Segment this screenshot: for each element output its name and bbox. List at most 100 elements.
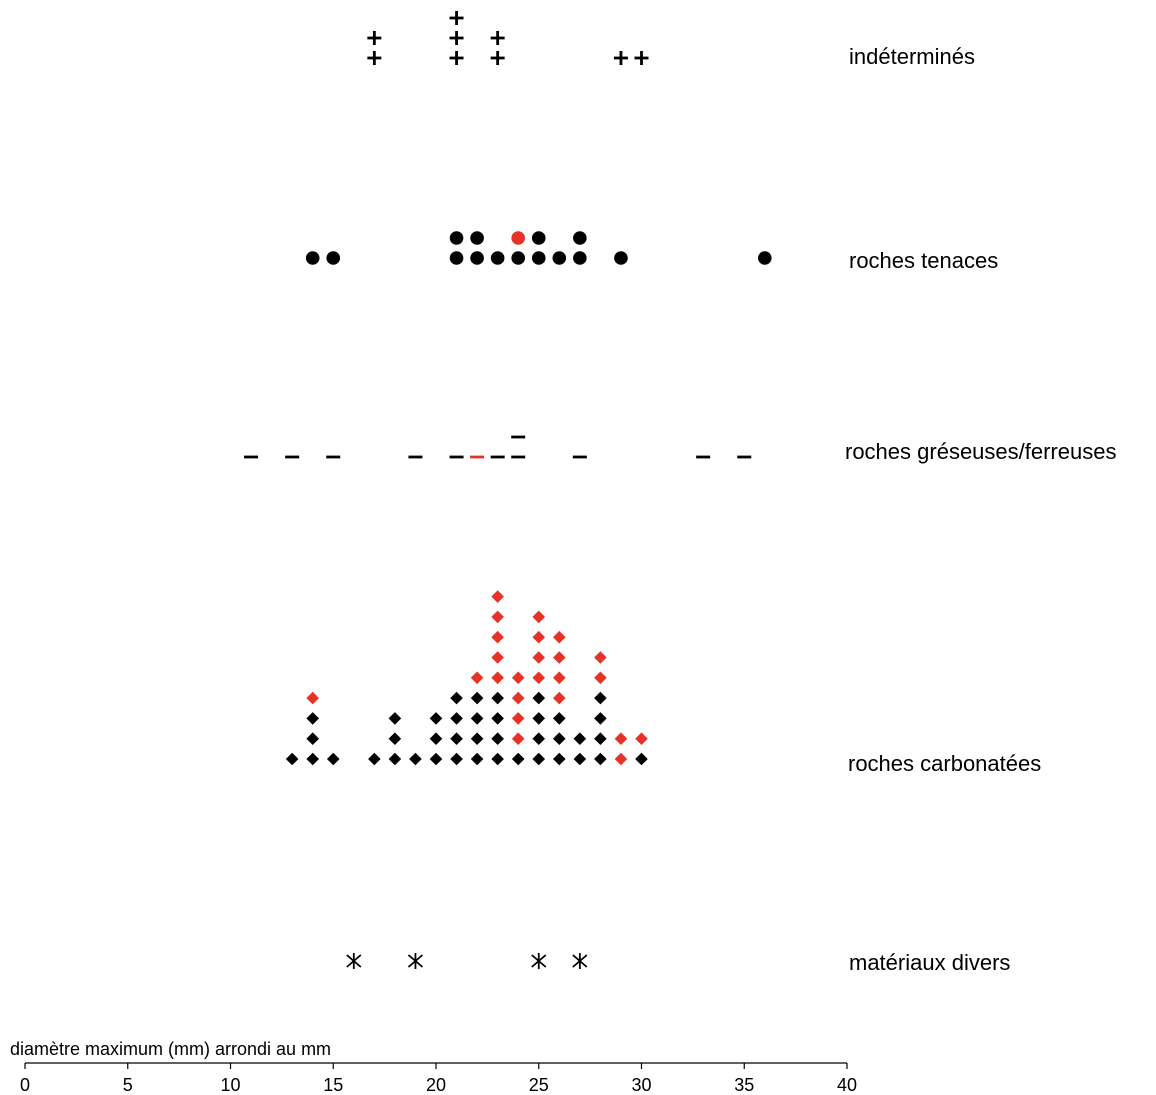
diamond-marker: [594, 691, 607, 705]
diamond-marker: [614, 732, 628, 745]
diamond-marker: [532, 651, 546, 664]
diamond-marker: [594, 712, 607, 725]
x-tick-label: 5: [123, 1075, 133, 1095]
category-label-roches-tenaces: roches tenaces: [849, 248, 998, 273]
diamond-marker: [306, 732, 319, 745]
x-tick-label: 40: [837, 1075, 857, 1095]
circle-marker: [449, 251, 464, 265]
plus-marker: [449, 11, 464, 25]
diamond-marker: [553, 752, 566, 766]
plus-marker: [449, 31, 464, 45]
diamond-marker: [594, 732, 607, 745]
x-tick-label: 35: [734, 1075, 754, 1095]
diamond-marker: [532, 691, 546, 705]
diamond-marker: [491, 610, 504, 624]
diamond-marker: [491, 590, 504, 603]
diamond-marker: [511, 712, 525, 725]
diamond-marker: [553, 671, 566, 685]
circle-marker: [511, 231, 525, 245]
circle-marker: [511, 251, 525, 265]
plus-marker: [367, 51, 382, 65]
circle-marker: [470, 231, 484, 245]
diamond-marker: [306, 691, 319, 705]
diamond-marker: [470, 752, 484, 766]
circle-marker: [573, 231, 587, 245]
diamond-marker: [491, 752, 504, 766]
diamond-marker: [326, 752, 340, 766]
plus-marker: [490, 51, 505, 65]
diamond-marker: [450, 691, 463, 705]
plus-marker: [449, 51, 464, 65]
diamond-marker: [409, 752, 422, 766]
diamond-marker: [532, 712, 546, 725]
plus-marker: [613, 51, 628, 65]
circle-marker: [490, 251, 505, 265]
plus-marker: [634, 51, 649, 65]
circle-marker: [531, 251, 546, 265]
asterisk-marker: [531, 953, 547, 969]
circle-marker: [326, 251, 341, 265]
category-label-materiaux-divers: matériaux divers: [849, 950, 1010, 975]
plus-marker: [367, 31, 382, 45]
diamond-marker: [285, 752, 299, 766]
diamond-marker: [470, 671, 484, 685]
circle-marker: [573, 251, 587, 265]
diamond-marker: [368, 752, 381, 766]
diamond-marker: [532, 630, 546, 644]
diamond-marker: [470, 691, 484, 705]
diamond-marker: [594, 671, 607, 685]
diamond-marker: [491, 671, 504, 685]
diamond-marker: [388, 732, 402, 745]
diamond-marker: [553, 651, 566, 664]
diamond-marker: [573, 732, 587, 745]
circle-marker: [470, 251, 484, 265]
plot-marks: [244, 11, 772, 969]
diamond-marker: [614, 752, 628, 766]
diamond-marker: [553, 712, 566, 725]
diamond-marker: [388, 752, 402, 766]
category-label-indetermines: indéterminés: [849, 44, 975, 69]
diamond-marker: [450, 732, 463, 745]
diamond-marker: [491, 712, 504, 725]
x-tick-label: 30: [631, 1075, 651, 1095]
diamond-marker: [450, 712, 463, 725]
diamond-marker: [491, 732, 504, 745]
diamond-marker: [573, 752, 587, 766]
diamond-marker: [532, 671, 546, 685]
diamond-marker: [511, 691, 525, 705]
diamond-marker: [511, 671, 525, 685]
diamond-marker: [470, 732, 484, 745]
category-label-roches-greseuses-ferreuses: roches gréseuses/ferreuses: [845, 439, 1116, 464]
circle-marker: [614, 251, 628, 265]
asterisk-marker: [407, 953, 424, 969]
diamond-marker: [450, 752, 463, 766]
diamond-marker: [470, 712, 484, 725]
circle-marker: [449, 231, 464, 245]
diamond-marker: [594, 752, 607, 766]
x-axis-ticks: 0 5 10 15 20 25 30 35 40: [20, 1063, 857, 1095]
x-axis-title: diamètre maximum (mm) arrondi au mm: [10, 1039, 331, 1059]
diamond-marker: [429, 732, 443, 745]
x-tick-label: 25: [529, 1075, 549, 1095]
diamond-marker: [306, 712, 319, 725]
x-tick-label: 0: [20, 1075, 30, 1095]
diamond-marker: [635, 732, 648, 745]
diamond-marker: [306, 752, 319, 766]
x-tick-label: 20: [426, 1075, 446, 1095]
diamond-marker: [594, 651, 607, 664]
diamond-marker: [553, 630, 566, 644]
plus-marker: [490, 31, 505, 45]
diamond-marker: [491, 651, 504, 664]
circle-marker: [531, 231, 546, 245]
diamond-marker: [511, 732, 525, 745]
diamond-marker: [553, 691, 566, 705]
diamond-marker: [429, 752, 443, 766]
circle-marker: [758, 251, 772, 265]
diamond-marker: [532, 610, 546, 624]
x-tick-label: 10: [220, 1075, 240, 1095]
diamond-marker: [388, 712, 402, 725]
diamond-marker: [491, 630, 504, 644]
diamond-marker: [511, 752, 525, 766]
diamond-marker: [429, 712, 443, 725]
